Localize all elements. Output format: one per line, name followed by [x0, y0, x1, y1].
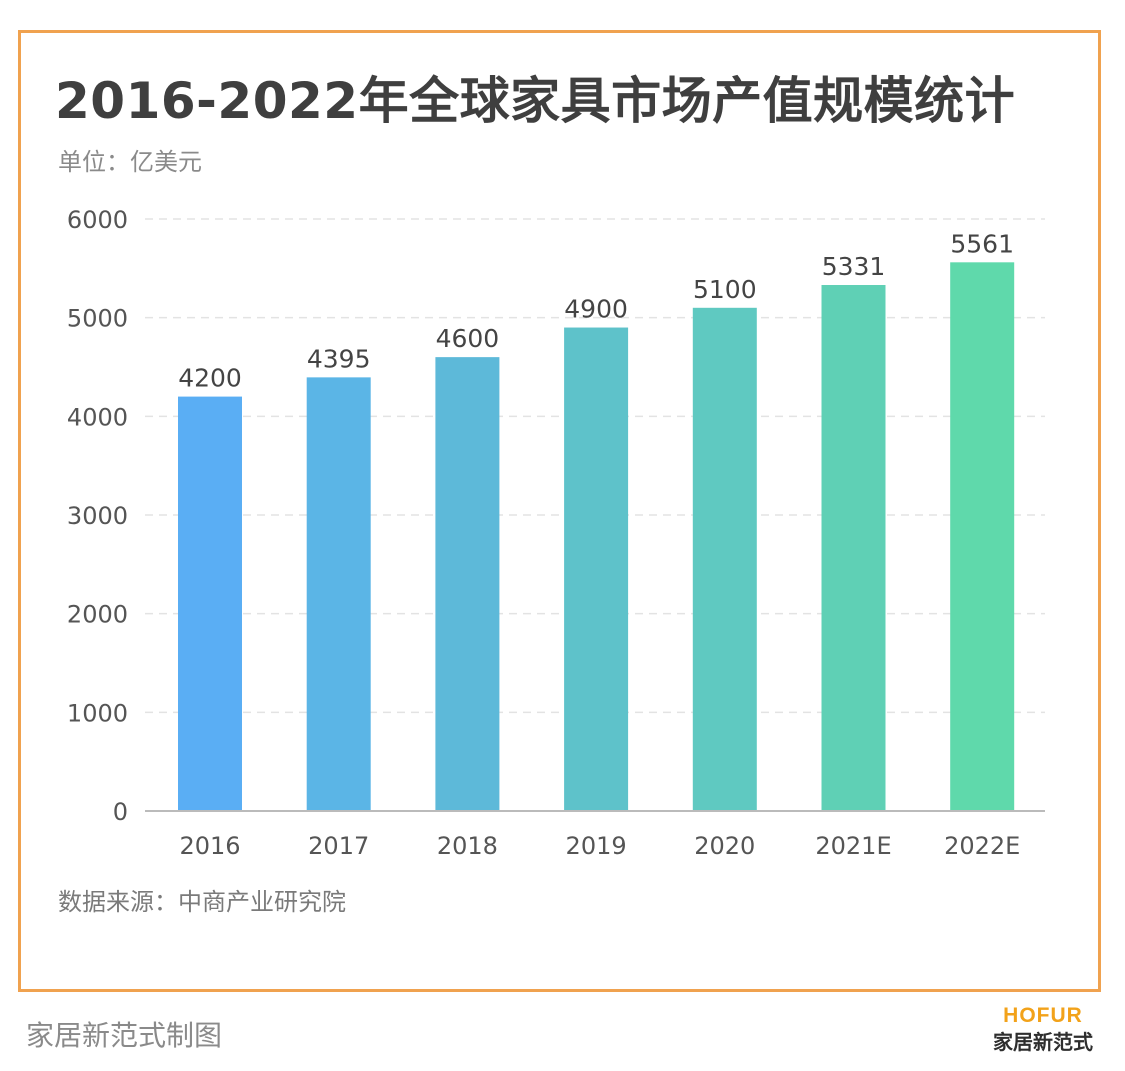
x-tick-label-2022E: 2022E	[944, 832, 1020, 860]
y-tick-label: 3000	[67, 502, 128, 530]
y-tick-label: 2000	[67, 601, 128, 629]
credit-text: 家居新范式制图	[26, 1019, 223, 1052]
x-axis-ticks: 2016 2017 2018 2019 2020 2021E 2022E	[179, 832, 1020, 860]
data-label-2021E: 5331	[822, 252, 886, 281]
x-tick-label-2021E: 2021E	[815, 832, 891, 860]
value-labels: 4200 4395 4600 4900 5100 5331 5561	[178, 229, 1014, 392]
x-tick-label-2017: 2017	[308, 832, 369, 860]
x-tick-label-2018: 2018	[437, 832, 498, 860]
data-label-2018: 4600	[436, 324, 500, 353]
x-tick-label-2016: 2016	[179, 832, 240, 860]
bar-2017	[306, 377, 371, 811]
data-label-2019: 4900	[564, 295, 628, 324]
y-tick-label: 6000	[67, 206, 128, 234]
y-tick-label: 5000	[67, 305, 128, 333]
unit-label: 单位：亿美元	[58, 148, 202, 176]
bar-2020	[692, 307, 757, 811]
x-tick-label-2019: 2019	[566, 832, 627, 860]
logo-brand: HOFUR	[1003, 1004, 1083, 1027]
chart-title: 2016-2022年全球家具市场产值规模统计	[55, 72, 1016, 130]
data-label-2020: 5100	[693, 275, 757, 304]
bar-2021E	[821, 285, 886, 811]
data-label-2017: 4395	[307, 344, 371, 373]
hofur-logo: HOFUR 家居新范式	[988, 1003, 1098, 1055]
bar-2018	[435, 357, 500, 811]
data-label-2016: 4200	[178, 364, 242, 393]
bars	[178, 262, 1015, 811]
bar-2022E	[950, 262, 1015, 811]
y-tick-label: 4000	[67, 403, 128, 431]
y-tick-label: 0	[113, 798, 128, 826]
logo-name: 家居新范式	[993, 1030, 1093, 1054]
bar-2016	[178, 396, 242, 811]
bar-2019	[564, 327, 629, 811]
y-tick-label: 1000	[67, 699, 128, 727]
data-label-2022E: 5561	[950, 229, 1014, 258]
x-tick-label-2020: 2020	[694, 832, 755, 860]
data-source: 数据来源：中商产业研究院	[58, 888, 346, 916]
y-axis-ticks: 0 1000 2000 3000 4000 5000 6000	[67, 206, 128, 826]
